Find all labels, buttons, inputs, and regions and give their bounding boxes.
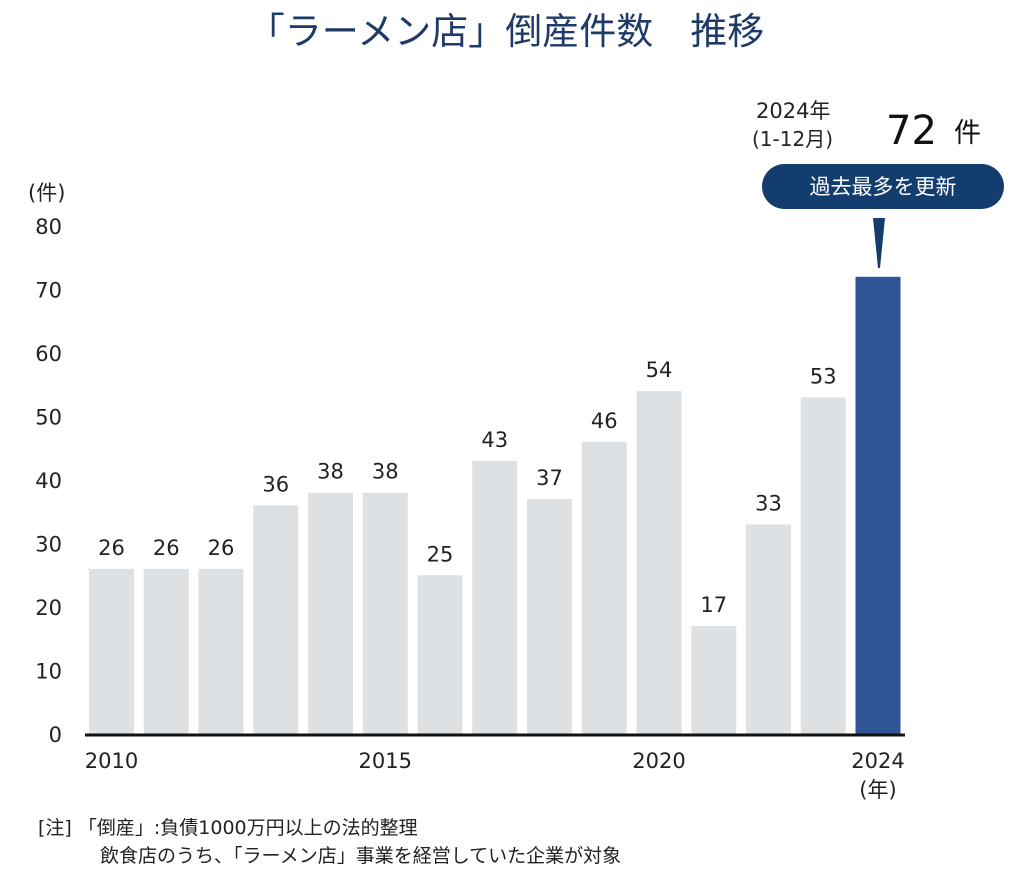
y-tick-label: 0	[49, 723, 62, 747]
chart-title: 「ラーメン店」倒産件数 推移	[248, 10, 765, 53]
data-label-2015: 38	[372, 460, 399, 484]
callout-unit: 件	[954, 118, 981, 149]
bar-2010	[89, 568, 134, 734]
bar-2017	[472, 460, 518, 734]
y-axis-unit: (件)	[28, 181, 65, 205]
y-tick-label: 50	[35, 406, 62, 430]
footnote-line-1: [注] 「倒産」:負債1000万円以上の法的整理	[38, 817, 418, 839]
bar-2019	[581, 441, 627, 734]
record-badge	[762, 164, 1004, 209]
footnote-line-2: 飲食店のうち、「ラーメン店」事業を経営していた企業が対象	[100, 845, 622, 867]
bar-2015	[362, 492, 408, 734]
y-tick-label: 30	[35, 533, 62, 557]
y-tick-label: 10	[35, 660, 62, 684]
callout-value: 72	[886, 108, 937, 154]
callout-pointer	[873, 218, 885, 268]
x-tick-label: 2015	[359, 749, 412, 773]
data-label-2016: 25	[427, 542, 454, 566]
data-label-2018: 37	[536, 466, 563, 490]
x-axis-unit: (年)	[859, 778, 896, 802]
data-label-2020: 54	[646, 358, 673, 382]
data-label-2022: 33	[755, 491, 782, 515]
data-label-2012: 26	[208, 536, 235, 560]
bar-2022	[746, 524, 791, 734]
y-tick-label: 20	[35, 596, 62, 620]
callout: 2024年 (1-12月) 72 件 過去最多を更新	[752, 99, 1004, 268]
y-tick-label: 60	[35, 342, 62, 366]
callout-year: 2024年	[756, 99, 830, 123]
x-tick-label: 2024	[851, 749, 904, 773]
bar-2011	[143, 568, 189, 734]
y-tick-label: 70	[35, 279, 62, 303]
x-tick-label: 2010	[85, 749, 138, 773]
bar-2014	[308, 492, 353, 734]
data-label-2013: 36	[262, 472, 289, 496]
bar-2012	[198, 568, 244, 734]
data-label-2021: 17	[700, 593, 727, 617]
record-badge-label: 過去最多を更新	[810, 175, 957, 199]
data-label-2019: 46	[591, 409, 618, 433]
bar-2024	[855, 276, 901, 734]
data-label-2014: 38	[317, 460, 344, 484]
bar-2023	[800, 397, 846, 734]
data-label-2017: 43	[481, 428, 508, 452]
data-label-2010: 26	[98, 536, 125, 560]
x-tick-label: 2020	[632, 749, 685, 773]
y-tick-label: 80	[35, 215, 62, 239]
data-label-2011: 26	[153, 536, 180, 560]
bar-2020	[636, 391, 682, 734]
bar-2021	[691, 626, 737, 734]
bar-2016	[417, 575, 463, 734]
data-label-2023: 53	[810, 364, 837, 388]
y-tick-label: 40	[35, 469, 62, 493]
bar-2018	[527, 499, 572, 734]
bar-2013	[253, 505, 299, 734]
callout-period: (1-12月)	[752, 127, 833, 151]
